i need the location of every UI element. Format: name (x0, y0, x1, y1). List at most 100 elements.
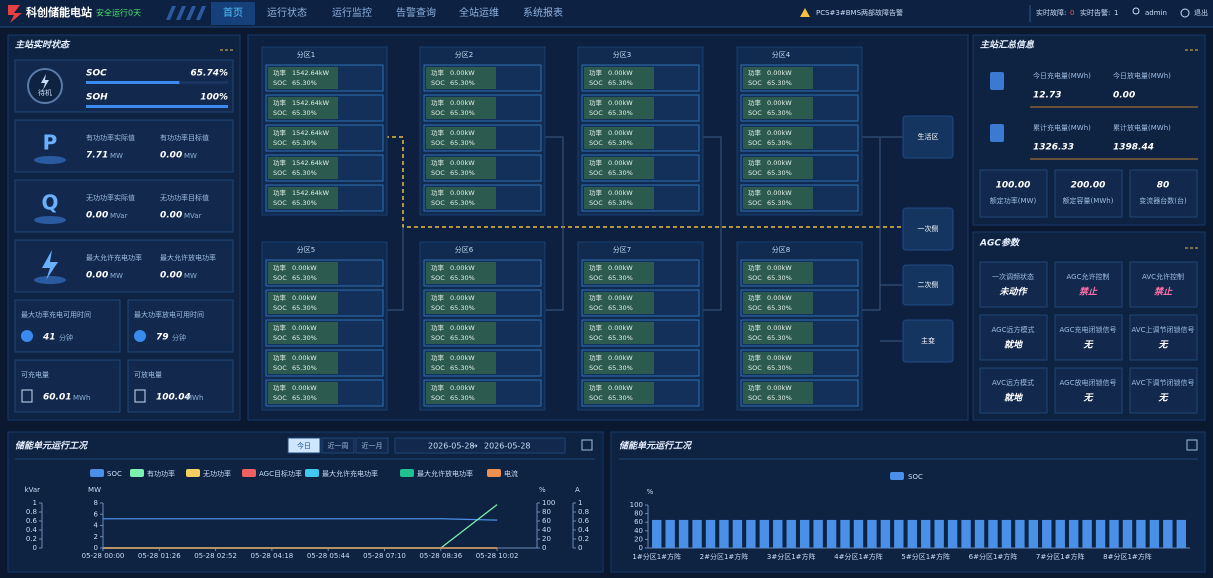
unit-soc: 65.30% (450, 334, 475, 342)
y-tick-label: 100 (630, 501, 643, 509)
summary-value: 1326.33 (1033, 143, 1074, 153)
unit-soc: 65.30% (608, 199, 633, 207)
logout[interactable]: 退出 (1194, 8, 1208, 17)
zone-name: 分区4 (772, 50, 791, 59)
bar (719, 519, 729, 548)
y-tick-label: 0.2 (578, 535, 589, 543)
y-tick-label: 40 (542, 526, 551, 534)
bar (705, 519, 716, 548)
y-tick-label: 2 (94, 533, 98, 541)
y-tick-label: 20 (634, 535, 643, 543)
unit-power-label: 功率 (431, 68, 445, 77)
side-button[interactable] (902, 115, 954, 159)
fullscreen[interactable] (1186, 439, 1198, 451)
unit-soc: 65.30% (292, 139, 317, 147)
x-tick-label: 05-28 02:52 (194, 552, 237, 560)
legend-label: 最大允许放电功率 (417, 469, 473, 478)
unit-power: 0.00kW (292, 294, 317, 302)
unit-cell (743, 292, 813, 314)
legend-swatch (487, 469, 501, 477)
unit-soc: 65.30% (608, 394, 633, 402)
unit-cell (426, 292, 496, 314)
range-button[interactable] (321, 437, 355, 454)
bar (826, 519, 837, 548)
unit-soc: 65.30% (450, 304, 475, 312)
nav-item[interactable]: 告警查询 (396, 6, 436, 19)
stripes (166, 6, 206, 20)
legend-label: SOC (908, 473, 923, 481)
x-tick-label: 05-28 01:26 (138, 552, 181, 560)
battery-icon (21, 389, 33, 403)
unit-soc-label: SOC (431, 274, 445, 282)
bar (1055, 519, 1065, 548)
agc-value: 无 (1082, 340, 1094, 351)
unit-cell (584, 67, 654, 89)
fullscreen[interactable] (581, 439, 593, 451)
nav-item[interactable]: 运行状态 (267, 6, 307, 19)
unit-soc-label: SOC (431, 109, 445, 117)
side-button[interactable] (902, 264, 954, 306)
unit-soc-label: SOC (273, 304, 287, 312)
fault-value: 0 (1070, 9, 1074, 17)
soh-bar (86, 105, 228, 108)
nav-item[interactable]: 系统报表 (523, 6, 563, 19)
unit-soc: 65.30% (767, 109, 792, 117)
legend-swatch (305, 469, 319, 477)
range-button[interactable] (287, 437, 321, 454)
panel-title: 主站汇总信息 (980, 40, 1035, 51)
small-card (127, 299, 234, 353)
unit-power-label: 功率 (589, 98, 603, 107)
summary-value: 1398.44 (1113, 143, 1154, 153)
y-tick-label: 40 (634, 527, 643, 535)
small-label: 可放电量 (134, 370, 162, 379)
summary-card (1129, 169, 1198, 218)
unit-soc-label: SOC (748, 199, 762, 207)
nav-item[interactable]: 全站运维 (459, 6, 499, 19)
summary-label: 累计充电量(MWh) (1033, 123, 1091, 132)
unit-soc: 65.30% (450, 79, 475, 87)
agc-cell (979, 367, 1048, 414)
user[interactable]: admin (1145, 9, 1167, 17)
date-box[interactable] (394, 437, 566, 454)
bar (974, 519, 985, 548)
unit-power-label: 功率 (273, 68, 287, 77)
nav-item[interactable]: 运行监控 (332, 6, 372, 19)
metric-label: 有功功率目标值 (160, 133, 209, 142)
unit-power: 1542.64kW (292, 99, 330, 107)
unit-power: 0.00kW (767, 294, 792, 302)
unit-power: 0.00kW (608, 159, 633, 167)
unit-cell (268, 292, 338, 314)
bar (746, 519, 756, 548)
bar (1149, 519, 1160, 548)
bar (1015, 519, 1025, 548)
unit-power: 0.00kW (767, 159, 792, 167)
range-button[interactable] (355, 437, 389, 454)
zone-name: 分区5 (297, 245, 315, 254)
unit-power-label: 功率 (273, 293, 287, 302)
summary-icon (990, 72, 1004, 90)
bar (786, 519, 796, 548)
unit-power: 0.00kW (450, 69, 475, 77)
y-tick-label: 100 (542, 499, 555, 507)
unit-power-label: 功率 (748, 263, 762, 272)
fault-label: 实时故障: (1036, 8, 1066, 17)
bar (1122, 519, 1133, 548)
x-tick-label: 6#分区1#方阵 (969, 552, 1018, 561)
unit-soc-label: SOC (748, 364, 762, 372)
unit-soc: 65.30% (767, 169, 792, 177)
side-button[interactable] (902, 207, 954, 251)
agc-value: 就地 (1004, 340, 1024, 351)
metric-unit: MVar (110, 212, 128, 220)
nav-item[interactable]: 首页 (223, 6, 243, 19)
x-tick-label: 05-28 05:44 (307, 552, 350, 560)
unit-soc: 65.30% (292, 109, 317, 117)
unit-cell (426, 157, 496, 179)
unit-cell (268, 97, 338, 119)
unit-soc-label: SOC (748, 334, 762, 342)
x-tick-label: 1#分区1#方阵 (632, 552, 681, 561)
summary-card-value: 80 (1157, 181, 1170, 191)
side-button[interactable] (902, 319, 954, 363)
summary-label: 今日放电量(MWh) (1113, 71, 1171, 80)
icon-letter: P (43, 131, 58, 155)
unit-cell (426, 262, 496, 284)
